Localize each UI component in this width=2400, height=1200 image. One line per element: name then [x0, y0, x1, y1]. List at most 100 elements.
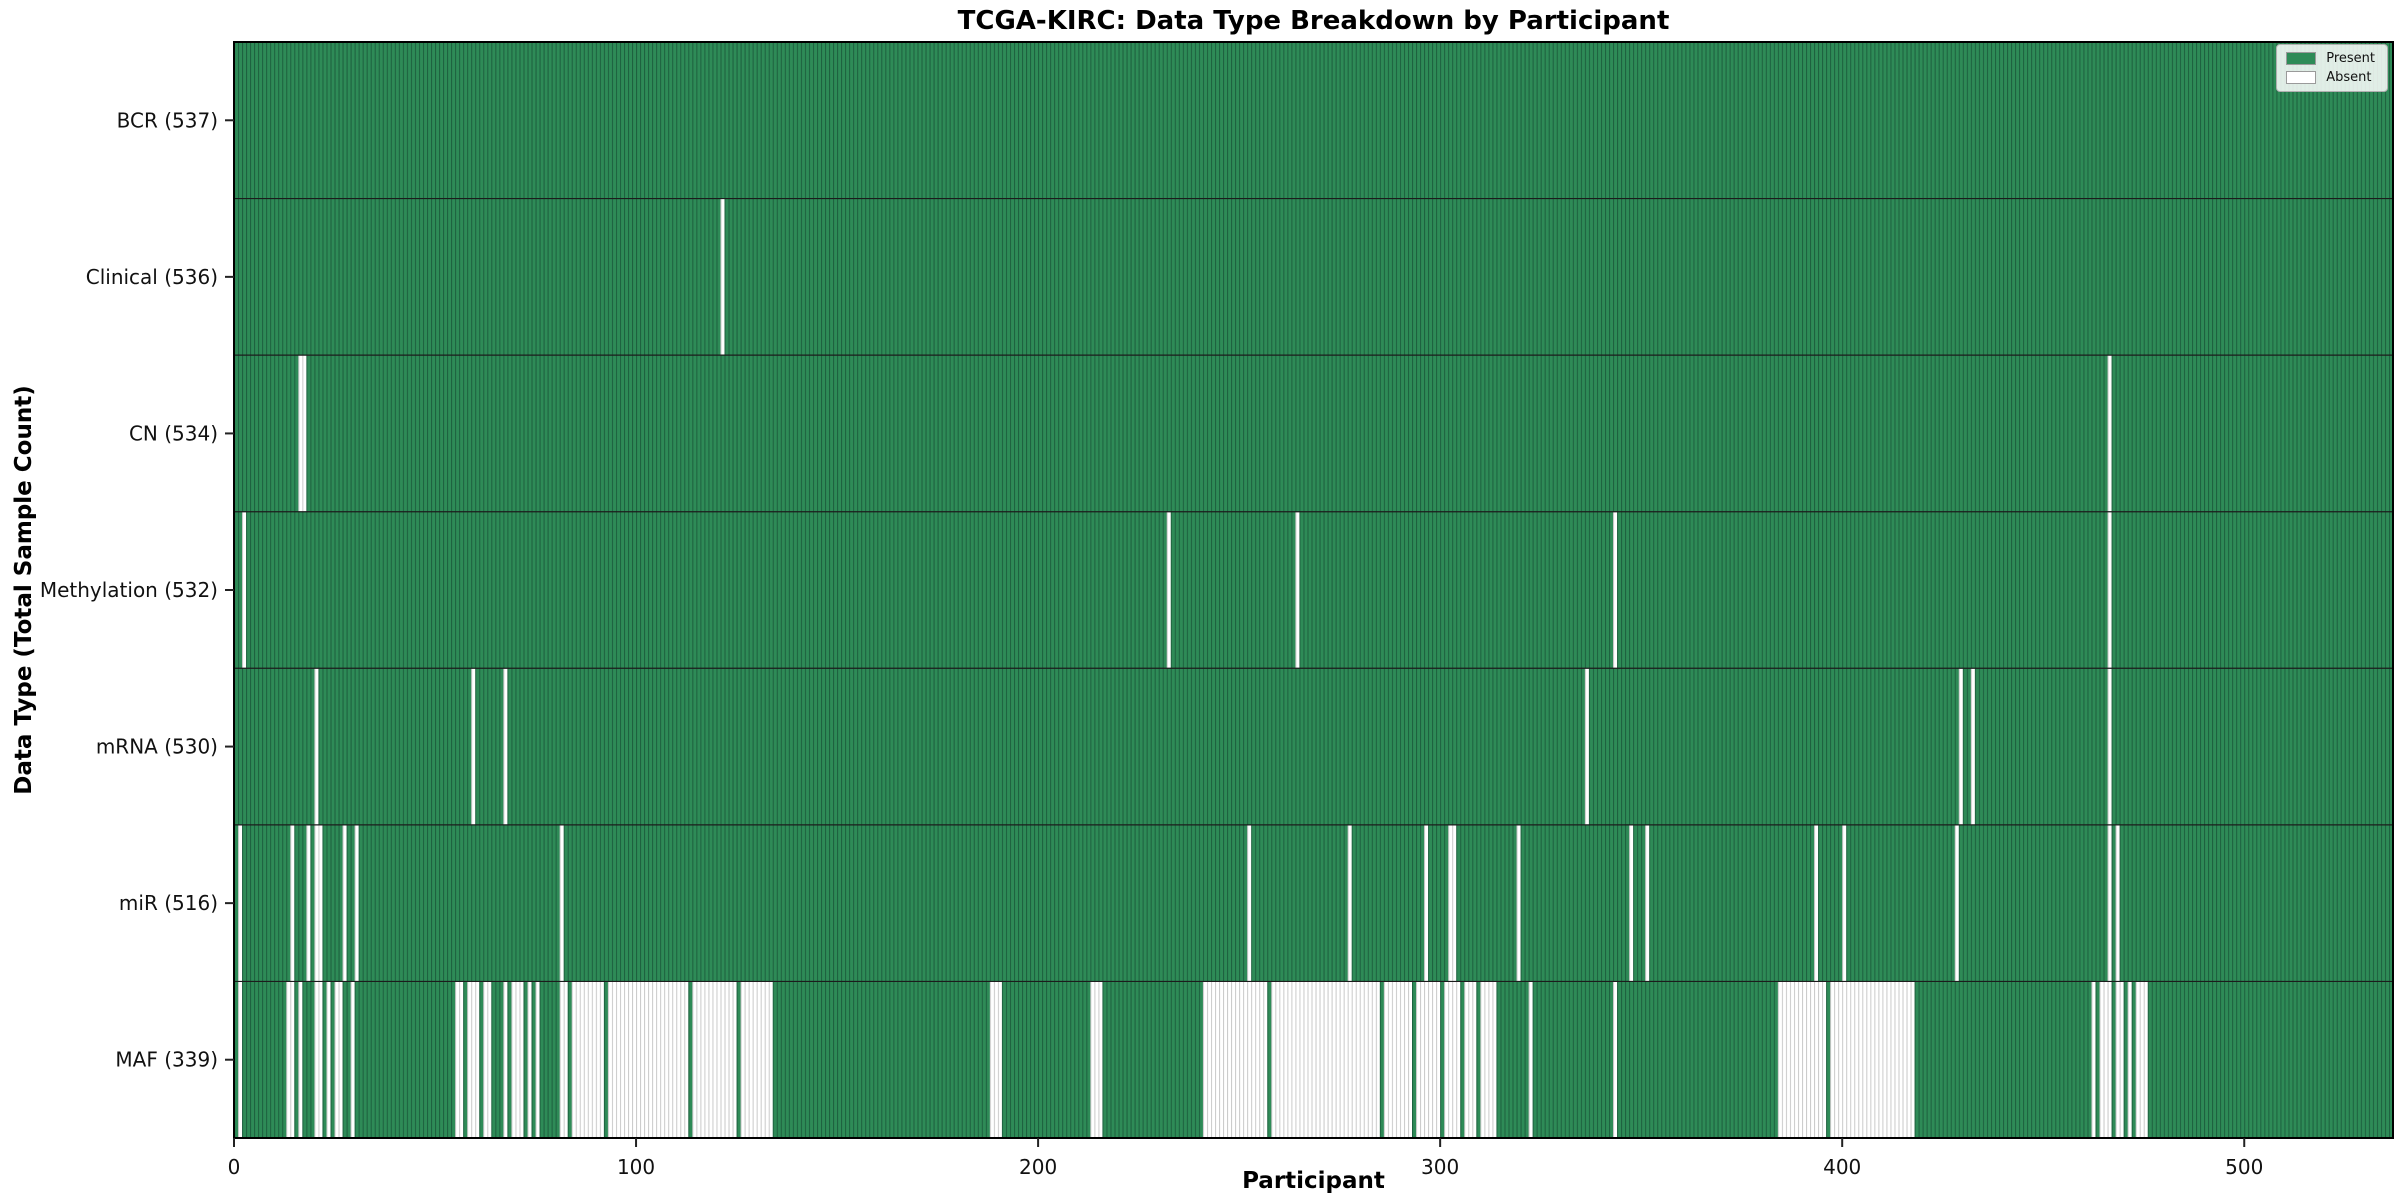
- row-miR-absent-block: [1842, 824, 1847, 982]
- row-MAF-absent-block: [607, 981, 689, 1138]
- row-MAF-absent-block: [350, 981, 355, 1138]
- row-label-CN: CN (534): [129, 421, 218, 445]
- row-mRNA-absent-block: [314, 668, 319, 825]
- x-tick-label: 300: [1421, 1155, 1459, 1179]
- row-mRNA-present: [234, 668, 2393, 825]
- row-MAF-absent-block: [2091, 981, 2096, 1138]
- row-Clinical-present: [234, 198, 2393, 356]
- row-MAF-absent-block: [1464, 981, 1477, 1138]
- x-tick-label: 100: [617, 1155, 655, 1179]
- row-MAF-absent-block: [467, 981, 480, 1138]
- row-miR-absent-block: [1247, 824, 1252, 982]
- row-mRNA-absent-block: [471, 668, 476, 825]
- row-MAF-absent-block: [571, 981, 604, 1138]
- row-MAF-absent-block: [286, 981, 295, 1138]
- row-miR-absent-block: [342, 824, 347, 982]
- row-mRNA-absent-block: [1970, 668, 1975, 825]
- row-miR-absent-block: [1424, 824, 1429, 982]
- legend-label-absent: Absent: [2326, 70, 2372, 85]
- row-MAF-absent-block: [1613, 981, 1618, 1138]
- row-BCR-present: [234, 42, 2393, 199]
- row-MAF-absent-block: [1528, 981, 1533, 1138]
- row-MAF-absent-block: [740, 981, 773, 1138]
- row-Methylation-present: [234, 511, 2393, 669]
- legend-label-present: Present: [2326, 51, 2375, 66]
- row-miR-absent-block: [1814, 824, 1819, 982]
- row-CN-present: [234, 355, 2393, 512]
- row-mRNA-absent-block: [2107, 668, 2112, 825]
- row-miR-absent-block: [1629, 824, 1634, 982]
- row-label-Methylation: Methylation (532): [40, 578, 218, 602]
- x-tick-label: 500: [2225, 1155, 2263, 1179]
- row-MAF-absent-block: [692, 981, 737, 1138]
- legend-item-present: Present: [2286, 52, 2375, 65]
- row-MAF-absent-block: [326, 981, 331, 1138]
- legend-item-absent: Absent: [2286, 71, 2375, 84]
- row-MAF-absent-block: [511, 981, 524, 1138]
- row-miR-absent-block: [238, 824, 243, 982]
- row-miR-absent-block: [1645, 824, 1650, 982]
- row-Clinical-absent-block: [720, 198, 725, 356]
- row-MAF-absent-block: [298, 981, 303, 1138]
- y-axis-label: Data Type (Total Sample Count): [11, 385, 37, 795]
- row-miR-absent-block: [1347, 824, 1352, 982]
- row-MAF-absent-block: [238, 981, 243, 1138]
- row-MAF-absent-block: [2099, 981, 2112, 1138]
- row-MAF-absent-block: [1090, 981, 1103, 1138]
- row-MAF-absent-block: [503, 981, 508, 1138]
- row-miR-absent-block: [1448, 824, 1457, 982]
- chart-title: TCGA-KIRC: Data Type Breakdown by Partic…: [957, 6, 1670, 36]
- row-miR-absent-block: [2115, 824, 2120, 982]
- row-MAF-absent-block: [1383, 981, 1413, 1138]
- row-label-Clinical: Clinical (536): [86, 265, 218, 289]
- row-MAF-absent-block: [989, 981, 1002, 1138]
- row-MAF-absent-block: [1777, 981, 1827, 1138]
- row-MAF-absent-block: [1271, 981, 1380, 1138]
- row-MAF-absent-block: [455, 981, 464, 1138]
- row-MAF-absent-block: [527, 981, 532, 1138]
- row-MAF-absent-block: [559, 981, 568, 1138]
- row-MAF-absent-block: [2115, 981, 2124, 1138]
- x-tick-label: 200: [1019, 1155, 1057, 1179]
- row-label-MAF: MAF (339): [115, 1048, 218, 1072]
- x-tick-label: 400: [1823, 1155, 1861, 1179]
- row-miR-absent-block: [559, 824, 564, 982]
- row-miR-absent-block: [290, 824, 295, 982]
- row-label-mRNA: mRNA (530): [96, 735, 218, 759]
- row-mRNA-absent-block: [1958, 668, 1963, 825]
- row-MAF-absent-block: [314, 981, 323, 1138]
- row-CN-absent-block: [298, 355, 307, 512]
- row-miR-absent-block: [306, 824, 311, 982]
- row-MAF-absent-block: [1202, 981, 1268, 1138]
- row-MAF-absent-block: [2127, 981, 2132, 1138]
- row-label-miR: miR (516): [119, 891, 218, 915]
- row-mRNA-absent-block: [503, 668, 508, 825]
- legend: Present Absent: [2276, 44, 2388, 92]
- row-Methylation-absent-block: [1166, 511, 1171, 669]
- row-MAF-absent-block: [483, 981, 492, 1138]
- row-miR-absent-block: [1954, 824, 1959, 982]
- row-CN-absent-block: [2107, 355, 2112, 512]
- row-mRNA-absent-block: [1584, 668, 1589, 825]
- row-Methylation-absent-block: [2107, 511, 2112, 669]
- row-miR-absent-block: [1516, 824, 1521, 982]
- row-miR-absent-block: [2107, 824, 2112, 982]
- row-MAF-absent-block: [535, 981, 540, 1138]
- x-tick-label: 0: [228, 1155, 241, 1179]
- legend-swatch-present-icon: [2286, 52, 2317, 65]
- row-Methylation-absent-block: [242, 511, 247, 669]
- x-axis-label: Participant: [1242, 1168, 1385, 1194]
- row-Methylation-absent-block: [1295, 511, 1300, 669]
- row-miR-absent-block: [354, 824, 359, 982]
- row-miR-present: [234, 824, 2393, 982]
- row-MAF-absent-block: [1480, 981, 1497, 1138]
- row-label-BCR: BCR (537): [117, 108, 218, 132]
- legend-swatch-absent-icon: [2286, 71, 2317, 84]
- row-MAF-absent-block: [334, 981, 343, 1138]
- row-miR-absent-block: [314, 824, 323, 982]
- row-Methylation-absent-block: [1613, 511, 1618, 669]
- row-MAF-absent-block: [1416, 981, 1441, 1138]
- row-MAF-absent-block: [1830, 981, 1915, 1138]
